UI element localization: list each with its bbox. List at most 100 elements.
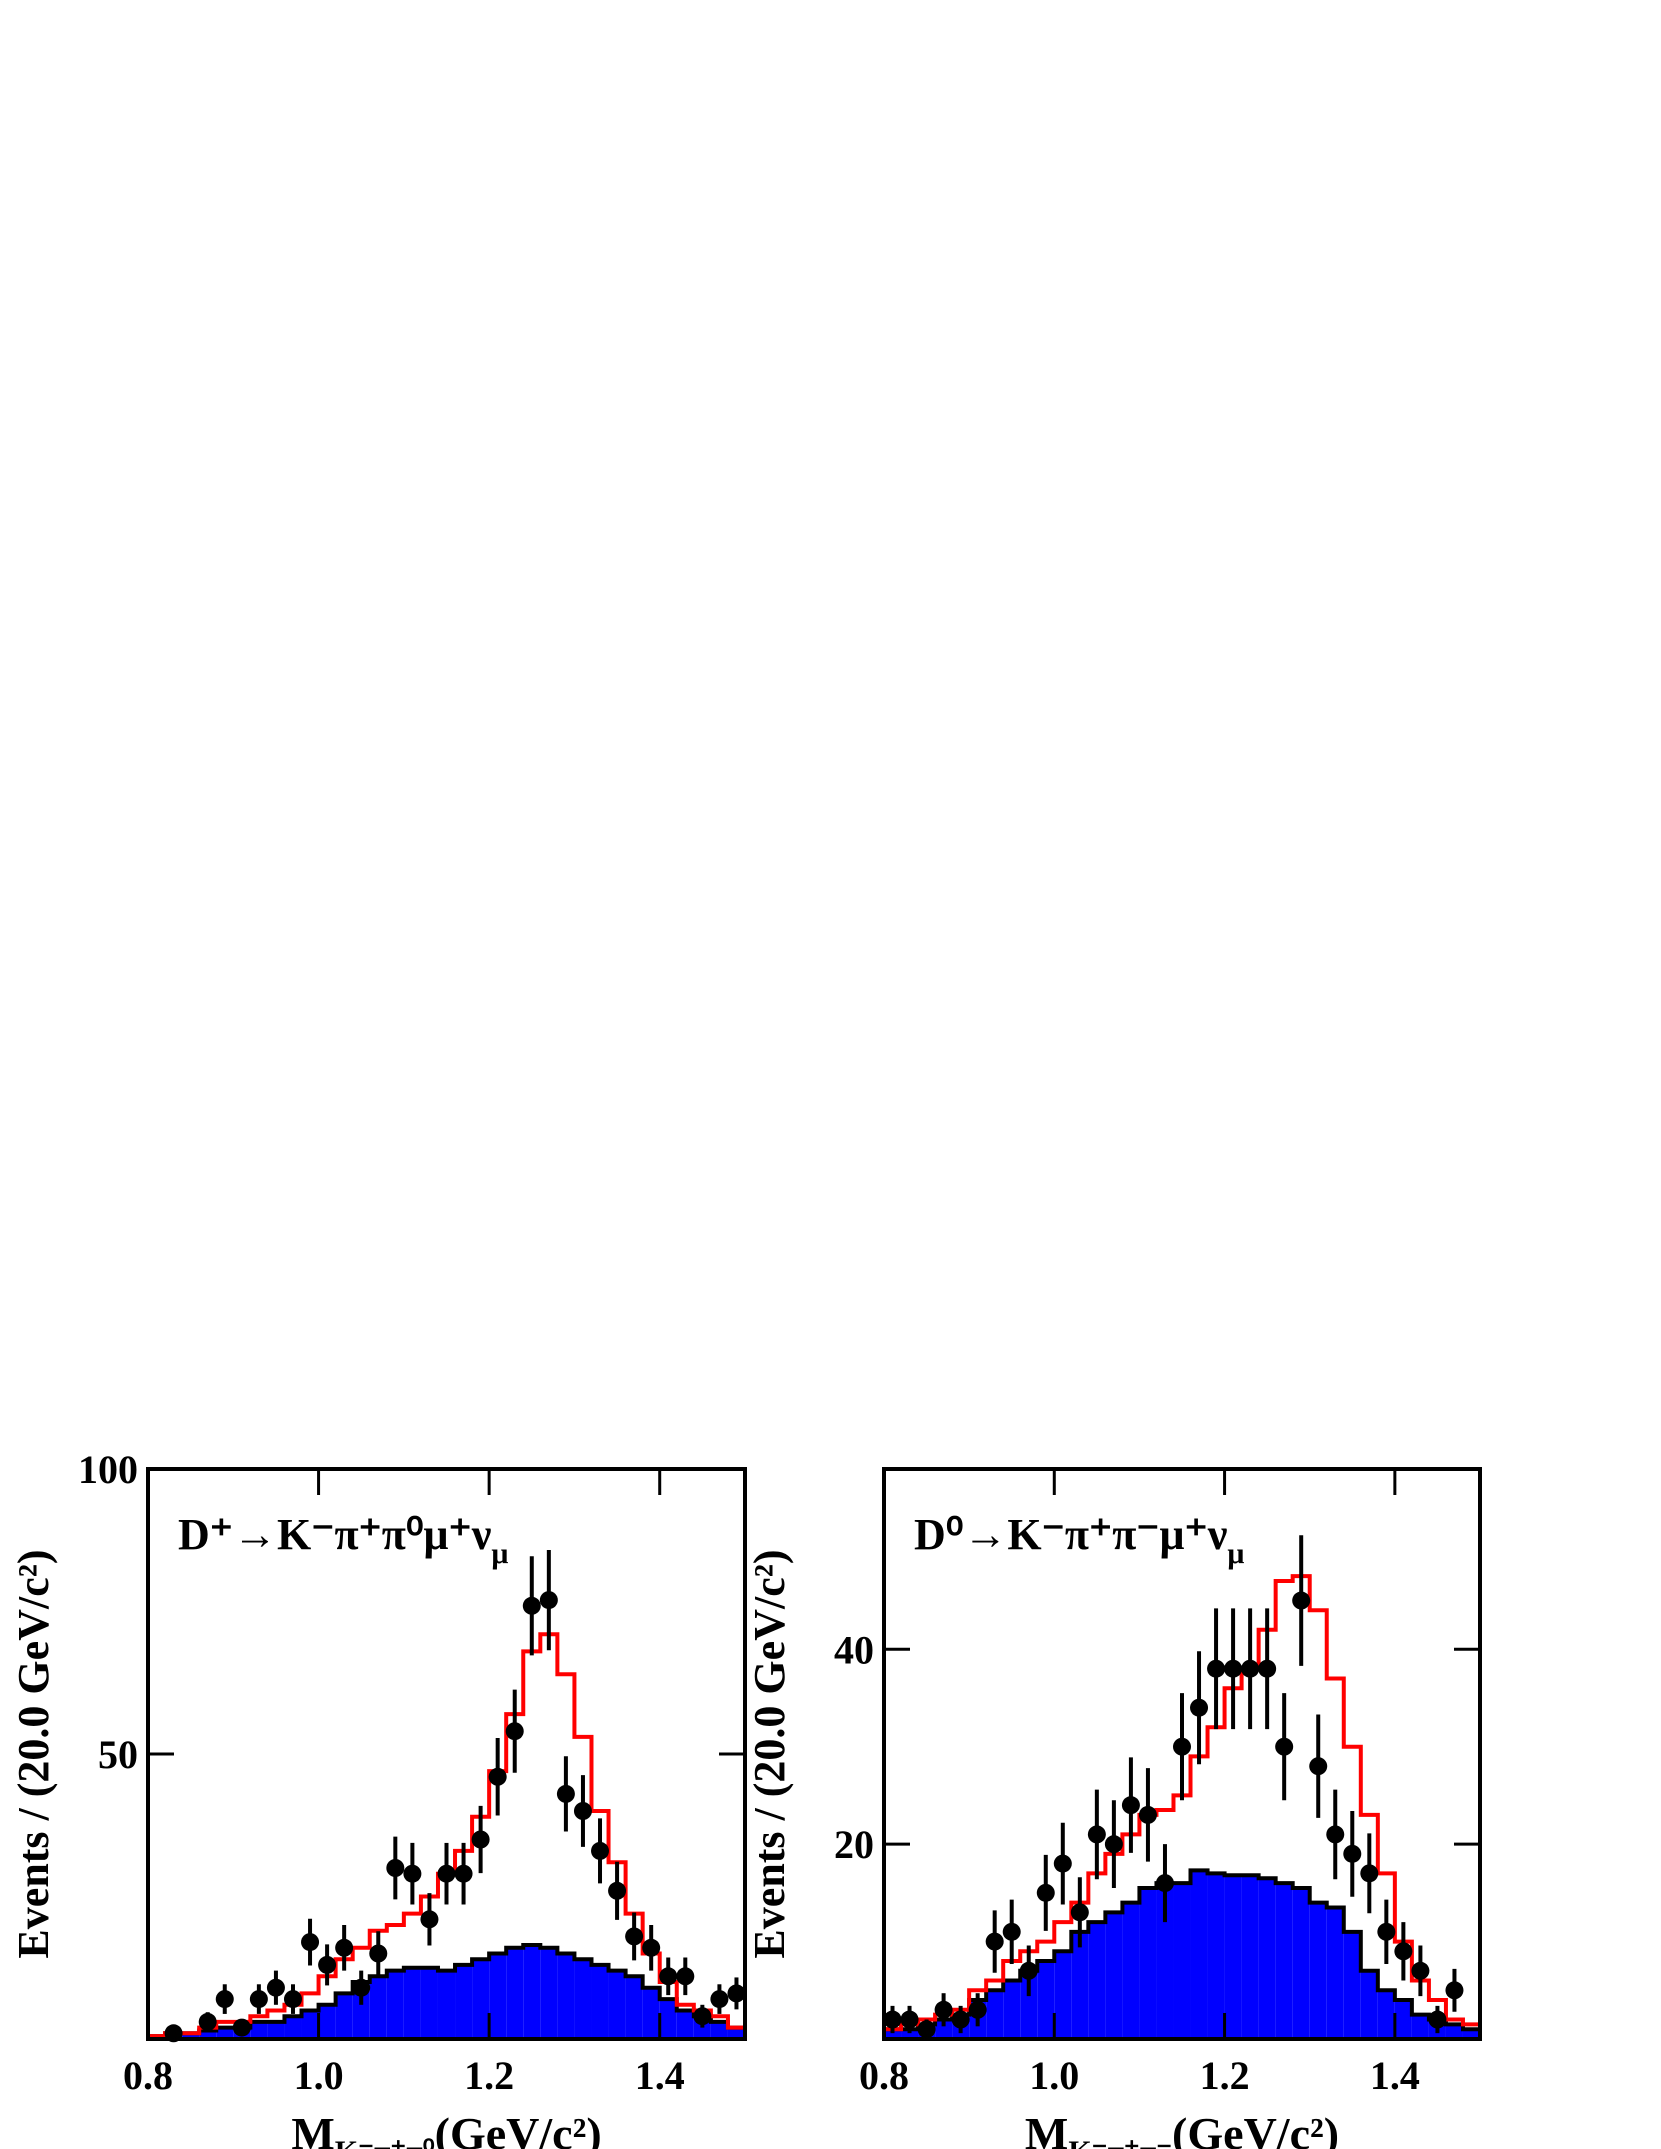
background-bin bbox=[250, 2021, 268, 2039]
background-bin bbox=[1088, 1922, 1106, 2039]
background-bin bbox=[1224, 1875, 1242, 2039]
background-bin bbox=[591, 1964, 609, 2039]
data-point bbox=[1241, 1659, 1260, 1678]
data-point bbox=[1002, 1922, 1021, 1941]
data-point bbox=[283, 1990, 302, 2009]
background-bin bbox=[1071, 1931, 1089, 2039]
data-point bbox=[968, 2000, 987, 2019]
data-point bbox=[1019, 1961, 1038, 1980]
data-point bbox=[676, 1967, 695, 1986]
background-bin bbox=[1173, 1883, 1191, 2039]
data-point bbox=[1343, 1844, 1362, 1863]
background-bin bbox=[386, 1970, 404, 2039]
x-label-main: M bbox=[1025, 2108, 1068, 2149]
background-bin bbox=[642, 1987, 660, 2039]
title-sub: μ bbox=[491, 1537, 508, 1570]
background-bin bbox=[1377, 1990, 1395, 2039]
data-point bbox=[1377, 1922, 1396, 1941]
background-bin bbox=[557, 1953, 575, 2039]
background-bin bbox=[1258, 1878, 1276, 2039]
background-bin bbox=[1122, 1902, 1140, 2039]
background-bin bbox=[318, 2004, 336, 2039]
data-point bbox=[1121, 1796, 1140, 1815]
background-bin bbox=[1139, 1887, 1157, 2039]
data-point bbox=[1070, 1903, 1089, 1922]
data-point bbox=[1394, 1942, 1413, 1961]
background-bin bbox=[403, 1967, 421, 2039]
background-bin bbox=[301, 2010, 319, 2039]
data-point bbox=[556, 1784, 575, 1803]
x-axis-label: MK⁻π⁺π⁻(GeV/c²) bbox=[1025, 2108, 1339, 2149]
data-point bbox=[488, 1767, 507, 1786]
x-label-sub: K⁻π⁺π⁰ bbox=[335, 2135, 435, 2149]
data-point bbox=[369, 1944, 388, 1963]
data-point bbox=[1138, 1805, 1157, 1824]
x-label-rest: (GeV/c²) bbox=[1172, 2108, 1339, 2149]
data-point bbox=[403, 1864, 422, 1883]
title-main: D⁺→K⁻π⁺π⁰μ⁺ν bbox=[178, 1510, 492, 1559]
background-bin bbox=[676, 2010, 694, 2039]
background-bin bbox=[986, 1990, 1004, 2039]
data-point bbox=[659, 1967, 678, 1986]
background-bin bbox=[523, 1944, 541, 2039]
data-point bbox=[266, 1978, 285, 1997]
background-bin bbox=[884, 2029, 902, 2039]
background-bin bbox=[1326, 1907, 1344, 2039]
background-bin bbox=[267, 2021, 285, 2039]
background-bin bbox=[1037, 1961, 1055, 2039]
data-point bbox=[1036, 1883, 1055, 1902]
data-point bbox=[198, 2012, 217, 2031]
panel-title: D⁺→K⁻π⁺π⁰μ⁺νμ bbox=[178, 1510, 508, 1570]
background-bin bbox=[199, 2030, 217, 2039]
x-tick-label: 0.8 bbox=[123, 2053, 173, 2098]
background-bin bbox=[710, 2021, 728, 2039]
background-bin bbox=[420, 1967, 438, 2039]
background-bin bbox=[1241, 1875, 1259, 2039]
background-bin bbox=[369, 1976, 387, 2039]
data-point bbox=[1053, 1854, 1072, 1873]
data-point bbox=[951, 2010, 970, 2029]
data-point bbox=[727, 1984, 746, 2003]
data-point bbox=[1207, 1659, 1226, 1678]
data-point bbox=[1428, 2010, 1447, 2029]
background-bin bbox=[1411, 2014, 1429, 2039]
data-point bbox=[608, 1881, 627, 1900]
x-tick-label: 1.0 bbox=[1029, 2053, 1079, 2098]
background-bin bbox=[216, 2027, 234, 2039]
panel: 0.8 1.0 1.2 1.4 50 100 D⁺→K⁻π⁺π⁰μ⁺νμ Events / (… bbox=[9, 1447, 747, 2149]
panel: 0.8 1.0 1.2 1.4 20 40 D⁰→K⁻π⁺π⁻μ⁺νμ Events / (2… bbox=[745, 1467, 1482, 2149]
data-point bbox=[1309, 1757, 1328, 1776]
background-bin bbox=[1105, 1912, 1123, 2039]
background-bin bbox=[935, 2019, 953, 2039]
data-point bbox=[591, 1841, 610, 1860]
background-bin bbox=[472, 1959, 490, 2039]
data-point bbox=[386, 1859, 405, 1877]
data-point bbox=[420, 1910, 439, 1929]
data-point bbox=[437, 1864, 456, 1883]
background-bin bbox=[455, 1964, 473, 2039]
data-point bbox=[1224, 1659, 1243, 1678]
title-sub: μ bbox=[1227, 1537, 1244, 1570]
data-point bbox=[454, 1864, 473, 1883]
data-point bbox=[215, 1990, 234, 2009]
background-bin bbox=[1020, 1970, 1038, 2039]
y-tick-label: 50 bbox=[98, 1732, 138, 1777]
data-point bbox=[318, 1955, 337, 1974]
background-bin bbox=[574, 1959, 592, 2039]
background-bin bbox=[1003, 1980, 1021, 2039]
data-point bbox=[249, 1990, 268, 2009]
data-point bbox=[710, 1990, 729, 2009]
panel-title: D⁰→K⁻π⁺π⁻μ⁺νμ bbox=[914, 1510, 1244, 1570]
x-tick-label: 1.0 bbox=[294, 2053, 344, 2098]
data-point bbox=[1104, 1835, 1123, 1854]
frame bbox=[882, 1467, 1482, 2041]
background-bin bbox=[1275, 1883, 1293, 2039]
background-bin bbox=[608, 1970, 626, 2039]
title-main: D⁰→K⁻π⁺π⁻μ⁺ν bbox=[914, 1510, 1228, 1559]
background-bin bbox=[506, 1947, 524, 2039]
background-bin bbox=[1207, 1873, 1225, 2039]
data-point bbox=[1326, 1825, 1345, 1844]
background-bin bbox=[182, 2033, 200, 2039]
background-bin bbox=[540, 1947, 558, 2039]
data-point bbox=[539, 1591, 558, 1610]
